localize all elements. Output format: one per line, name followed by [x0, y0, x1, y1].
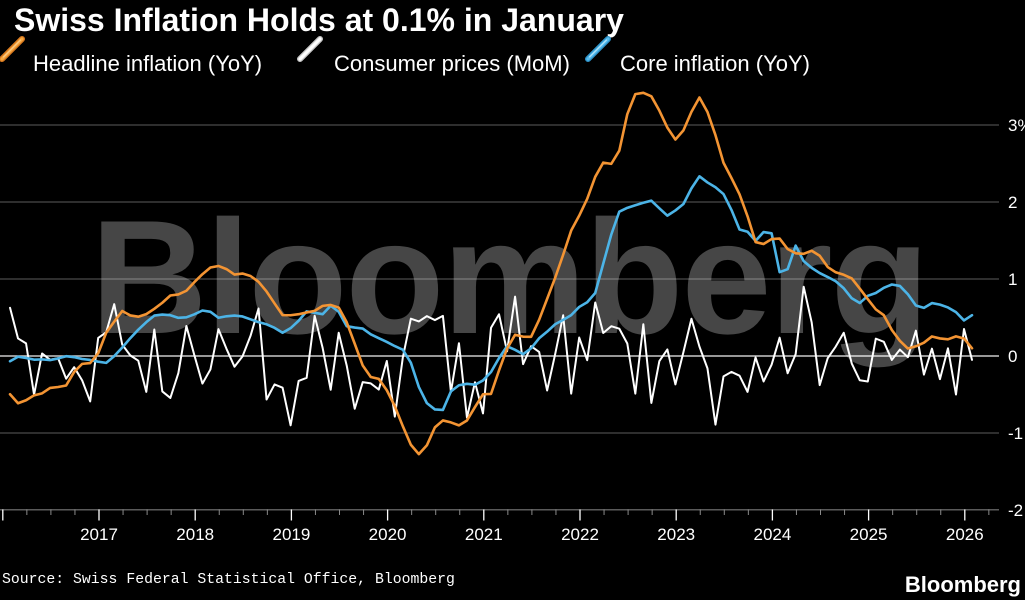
svg-text:2: 2: [1008, 193, 1017, 212]
svg-text:Bloomberg: Bloomberg: [90, 187, 927, 368]
svg-text:-1: -1: [1008, 424, 1023, 443]
svg-text:2021: 2021: [465, 525, 503, 544]
svg-text:2020: 2020: [369, 525, 407, 544]
svg-text:2024: 2024: [753, 525, 791, 544]
svg-text:2026: 2026: [946, 525, 984, 544]
svg-text:0: 0: [1008, 347, 1017, 366]
svg-text:2019: 2019: [272, 525, 310, 544]
svg-text:1: 1: [1008, 270, 1017, 289]
svg-text:-2: -2: [1008, 501, 1023, 520]
svg-text:2025: 2025: [850, 525, 888, 544]
svg-text:2017: 2017: [80, 525, 118, 544]
svg-text:2018: 2018: [176, 525, 214, 544]
svg-text:3%: 3%: [1008, 116, 1025, 135]
svg-text:2022: 2022: [561, 525, 599, 544]
svg-text:2023: 2023: [657, 525, 695, 544]
